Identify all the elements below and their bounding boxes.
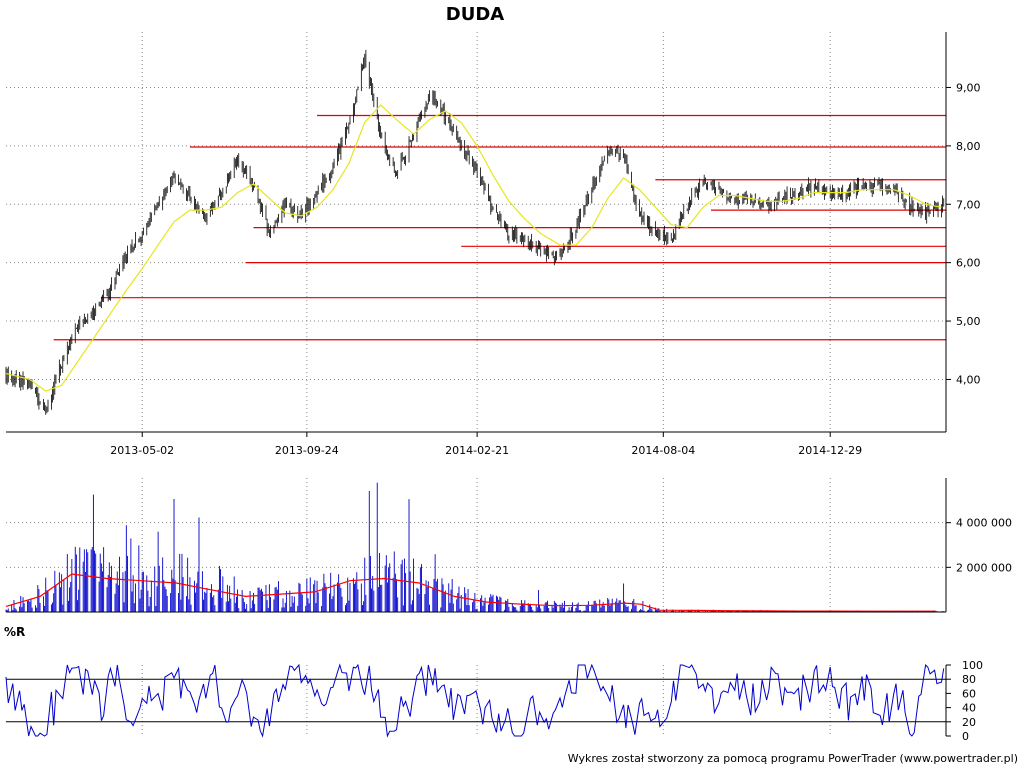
- price-panel: 2013-05-02 2013-09-24 2014-02-21 2014-08-04…: [5, 32, 981, 457]
- williams-r-label: %R: [4, 625, 25, 639]
- wr-tick-label-5: 100: [962, 659, 983, 672]
- y-tick-label-0: 4,00: [956, 373, 981, 386]
- support-resistance-levels: [53, 114, 946, 341]
- price-candles: [5, 49, 945, 415]
- x-tick-label-4: 2014-12-29: [798, 444, 862, 457]
- wr-tick-label-3: 60: [962, 687, 976, 700]
- price-moving-average-line: [5, 104, 942, 392]
- chart-title: DUDA: [446, 4, 504, 25]
- y-tick-label-1: 5,00: [956, 315, 981, 328]
- volume-bars: [5, 482, 945, 612]
- wr-tick-label-0: 0: [962, 730, 969, 743]
- y-tick-label-4: 8,00: [956, 140, 981, 153]
- volume-axes: 2 000 000 4 000 000: [6, 478, 1012, 613]
- x-tick-label-1: 2013-09-24: [275, 444, 339, 457]
- x-tick-label-0: 2013-05-02: [110, 444, 174, 457]
- wr-tick-label-2: 40: [962, 702, 976, 715]
- y-tick-label-3: 7,00: [956, 198, 981, 211]
- y-tick-label-2: 6,00: [956, 257, 981, 270]
- williams-r-grid: [6, 665, 946, 736]
- vol-tick-label-1: 4 000 000: [956, 517, 1012, 530]
- price-axes: 2013-05-02 2013-09-24 2014-02-21 2014-08-04…: [6, 32, 981, 457]
- volume-panel: 2 000 000 4 000 000: [5, 478, 1012, 613]
- x-tick-label-3: 2014-08-04: [631, 444, 695, 457]
- x-tick-label-2: 2014-02-21: [445, 444, 509, 457]
- y-tick-label-5: 9,00: [956, 81, 981, 94]
- volume-average-line: [5, 573, 936, 612]
- wr-tick-label-1: 20: [962, 716, 976, 729]
- williams-r-line: [5, 663, 945, 738]
- wr-tick-label-4: 80: [962, 673, 976, 686]
- vol-tick-label-0: 2 000 000: [956, 561, 1012, 574]
- credit-text: Wykres został stworzony za pomocą progra…: [568, 752, 1018, 765]
